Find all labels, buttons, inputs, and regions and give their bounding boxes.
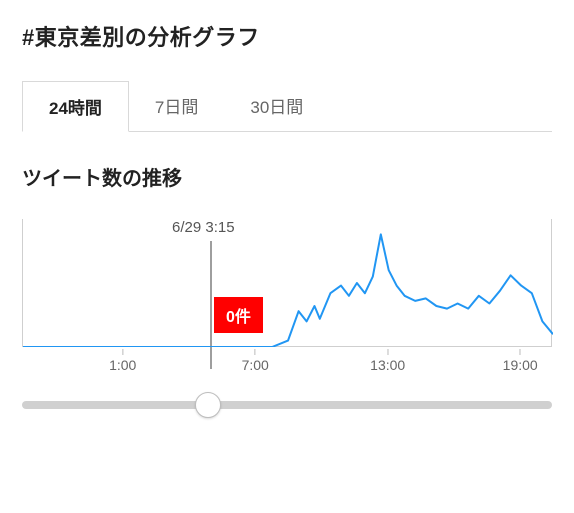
chart-x-axis: 1:00 7:00 13:00 19:00 <box>22 349 552 379</box>
tab-7d[interactable]: 7日間 <box>129 81 224 132</box>
x-tick: 19:00 <box>503 349 538 373</box>
x-tick: 1:00 <box>109 349 136 373</box>
section-title: ツイート数の推移 <box>22 162 552 191</box>
time-range-tabs: 24時間 7日間 30日間 <box>22 80 552 132</box>
tweet-count-chart: 6/29 3:15 0件 1:007:0013:0019:00 <box>22 219 552 421</box>
page-title: #東京差別の分析グラフ <box>22 20 552 52</box>
slider-track <box>22 401 552 409</box>
x-tick: 7:00 <box>242 349 269 373</box>
chart-plot-area[interactable] <box>22 219 552 347</box>
line-series <box>23 219 553 347</box>
slider-thumb[interactable] <box>195 392 221 418</box>
tab-30d[interactable]: 30日間 <box>224 81 329 132</box>
time-slider[interactable] <box>22 391 552 421</box>
tab-24h[interactable]: 24時間 <box>22 81 129 132</box>
x-tick: 13:00 <box>370 349 405 373</box>
